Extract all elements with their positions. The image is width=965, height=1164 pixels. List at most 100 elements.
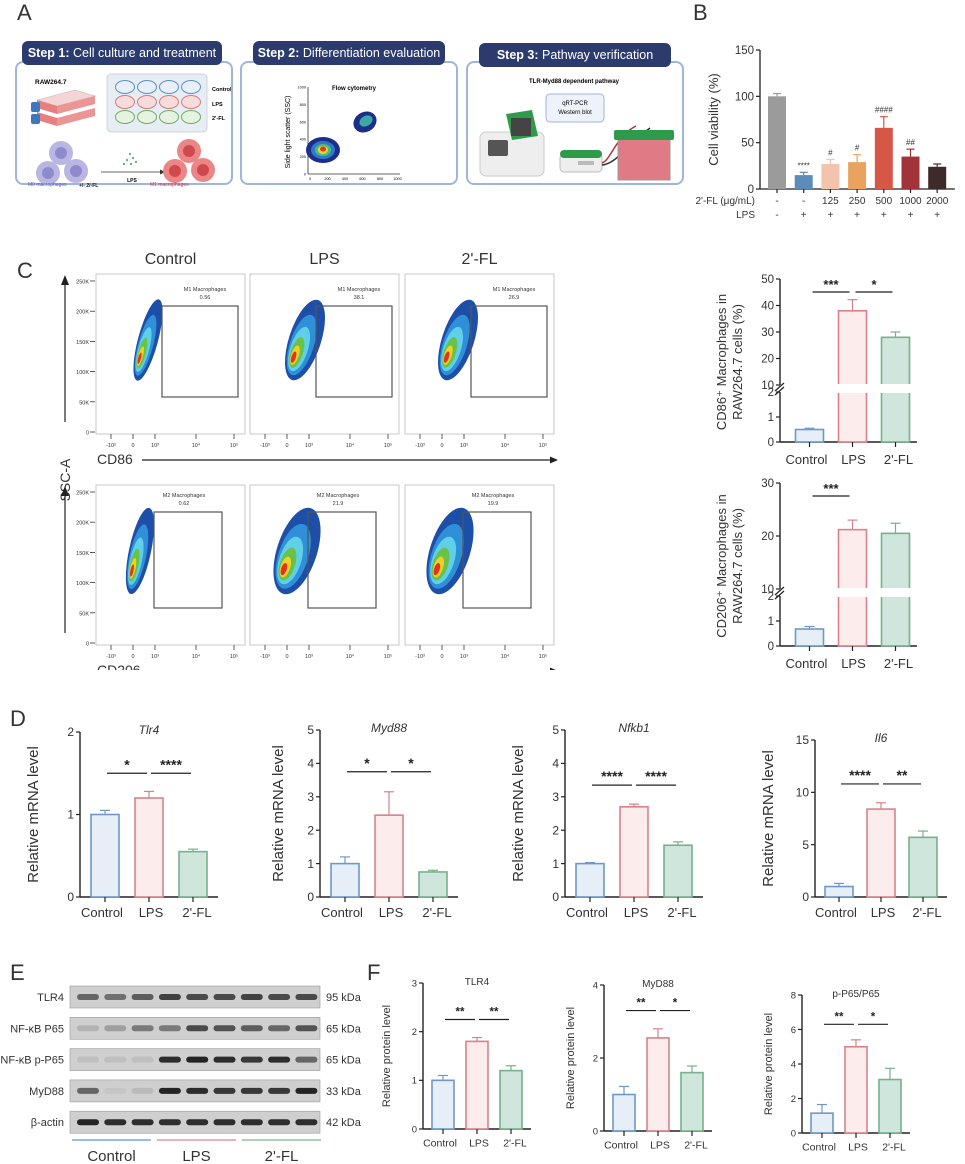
flow-ytick-label: 100K xyxy=(76,370,89,376)
viability-bar xyxy=(821,163,840,189)
x-category-label: 2'-FL xyxy=(684,1140,708,1152)
flow-column-label: Control xyxy=(145,251,197,268)
bar-control xyxy=(90,813,120,898)
plate-row-control: Control xyxy=(212,87,231,93)
blot-band xyxy=(268,1087,291,1094)
density-cluster-large xyxy=(353,111,377,133)
blot-band xyxy=(104,994,127,1000)
flow-plot-frame xyxy=(95,273,246,435)
significance-label: ** xyxy=(490,1007,499,1019)
bar-2fl xyxy=(418,871,448,898)
viability-bar xyxy=(874,127,893,189)
gate-percentage: 21.9 xyxy=(333,501,344,507)
flow-ytick-label: 50K xyxy=(79,400,89,406)
y-tick-label: 20 xyxy=(761,354,774,366)
x-category-label: Control xyxy=(786,452,828,467)
axis-break-mark xyxy=(774,386,785,396)
treatment-value: 250 xyxy=(849,196,866,207)
step2-header: Step 2: Differentiation evaluation xyxy=(253,41,445,65)
significance-label: **** xyxy=(797,161,809,170)
culture-flask-icon xyxy=(31,89,97,126)
treatment-value: - xyxy=(775,196,778,207)
flow-xtick-label: 10⁴ xyxy=(501,653,510,660)
y-axis-label: Relative protein level xyxy=(381,1005,393,1107)
y-tick-label: 0 xyxy=(802,890,809,904)
flow-ytick-label: 250K xyxy=(76,491,89,497)
flow-ytick-label: 200K xyxy=(76,521,89,527)
flow-ytick-label: 0 xyxy=(86,642,89,648)
y-tick-label: 10 xyxy=(761,584,774,596)
bar-lps xyxy=(866,808,896,898)
flow-a-xtick: 1000 xyxy=(393,177,401,181)
y-tick-label: 20 xyxy=(761,531,774,543)
step2-flow-plot: Flow cytometry 0 200 400 600 800 1000 0 200 400 6… xyxy=(285,86,402,182)
viability-bar xyxy=(901,156,920,189)
flow-a-ytick: 200 xyxy=(300,155,306,159)
y-tick-label: 50 xyxy=(741,138,754,150)
flow-cytometry-grid: Control LPS 2'-FLSSC-A250K200K150K100K50K0… xyxy=(57,251,558,670)
significance-label: ** xyxy=(637,998,646,1010)
viability-bar xyxy=(928,166,947,189)
blot-band xyxy=(186,994,209,1000)
chart-pp65-protein: 0 2 4 6 8 Control LPS 2'-FL p-P65/P65 Relative pr… xyxy=(763,989,910,1154)
y-tick-label: 50 xyxy=(761,274,774,286)
significance-label: ** xyxy=(456,1007,465,1019)
flow-xtick-label: -10³ xyxy=(106,443,116,449)
blot-band xyxy=(240,1119,263,1126)
y-tick-label: 5 xyxy=(802,838,809,852)
m1-macrophage-icon xyxy=(163,139,215,183)
plate-well xyxy=(181,80,201,94)
y-tick-label: 4 xyxy=(791,1059,796,1070)
density-layer xyxy=(280,563,288,576)
blot-kda-label: 65 kDa xyxy=(326,1055,362,1067)
gate-percentage: 0.56 xyxy=(200,295,211,301)
blot-band xyxy=(268,1119,291,1126)
blot-band xyxy=(186,1087,209,1094)
blot-band xyxy=(186,1056,209,1063)
bar-control xyxy=(612,1093,636,1132)
y-tick-label: 5 xyxy=(552,723,559,737)
y-tick-label: 2 xyxy=(791,1094,796,1105)
bar-break-gap xyxy=(837,588,868,597)
x-category-label: Control xyxy=(566,905,608,920)
blot-band xyxy=(268,1056,291,1063)
y-tick-label: 1 xyxy=(768,616,774,628)
x-category-label: LPS xyxy=(624,905,649,920)
y-tick-label: 1 xyxy=(412,1076,417,1087)
plate-row-2fl: 2'-FL xyxy=(212,116,226,122)
flow-xtick-label: 0 xyxy=(440,443,443,449)
blot-kda-label: 42 kDa xyxy=(326,1117,362,1129)
axis-break-mark xyxy=(774,586,785,596)
blot-band xyxy=(268,994,291,1000)
flow-a-ytick: 0 xyxy=(304,173,306,177)
y-tick-label: 0 xyxy=(748,184,754,196)
chart-title: Il6 xyxy=(875,731,888,745)
treatment-label: LPS xyxy=(127,178,137,184)
cell-line-label: RAW264.7 xyxy=(35,79,67,86)
y-tick-label: 0 xyxy=(593,1126,598,1137)
gate-box xyxy=(153,511,223,609)
method-qrtpcr: qRT-PCR xyxy=(562,101,588,107)
chart-title: Tlr4 xyxy=(139,723,160,737)
flow-xtick-label: -10³ xyxy=(260,654,270,660)
panel-label-f: F xyxy=(367,960,381,985)
chart-title: Nfkb1 xyxy=(618,721,649,735)
flow-column-label: 2'-FL xyxy=(462,251,498,268)
viability-bar xyxy=(848,162,867,189)
x-category-label: 2'-FL xyxy=(667,905,696,920)
blot-band xyxy=(268,1025,291,1032)
marker-axis-label: CD86 xyxy=(97,451,133,467)
bar-upper-2fl xyxy=(880,336,911,386)
significance-label: # xyxy=(828,148,833,157)
treatment-row-label: LPS xyxy=(736,210,755,221)
significance-label: * xyxy=(871,1011,876,1023)
chart-title: MyD88 xyxy=(642,979,674,990)
panel-label-d: D xyxy=(10,706,26,731)
western-blot: TLR4 95 kDa NF-κB P65 65 kDa NF-κB p-P65 65 k… xyxy=(0,985,362,1164)
viability-bar xyxy=(768,96,786,189)
x-category-label: LPS xyxy=(871,905,896,920)
y-tick-label: 0 xyxy=(552,890,559,904)
blot-band xyxy=(295,1119,318,1126)
y-axis-label: Relative mRNA level xyxy=(760,750,777,887)
